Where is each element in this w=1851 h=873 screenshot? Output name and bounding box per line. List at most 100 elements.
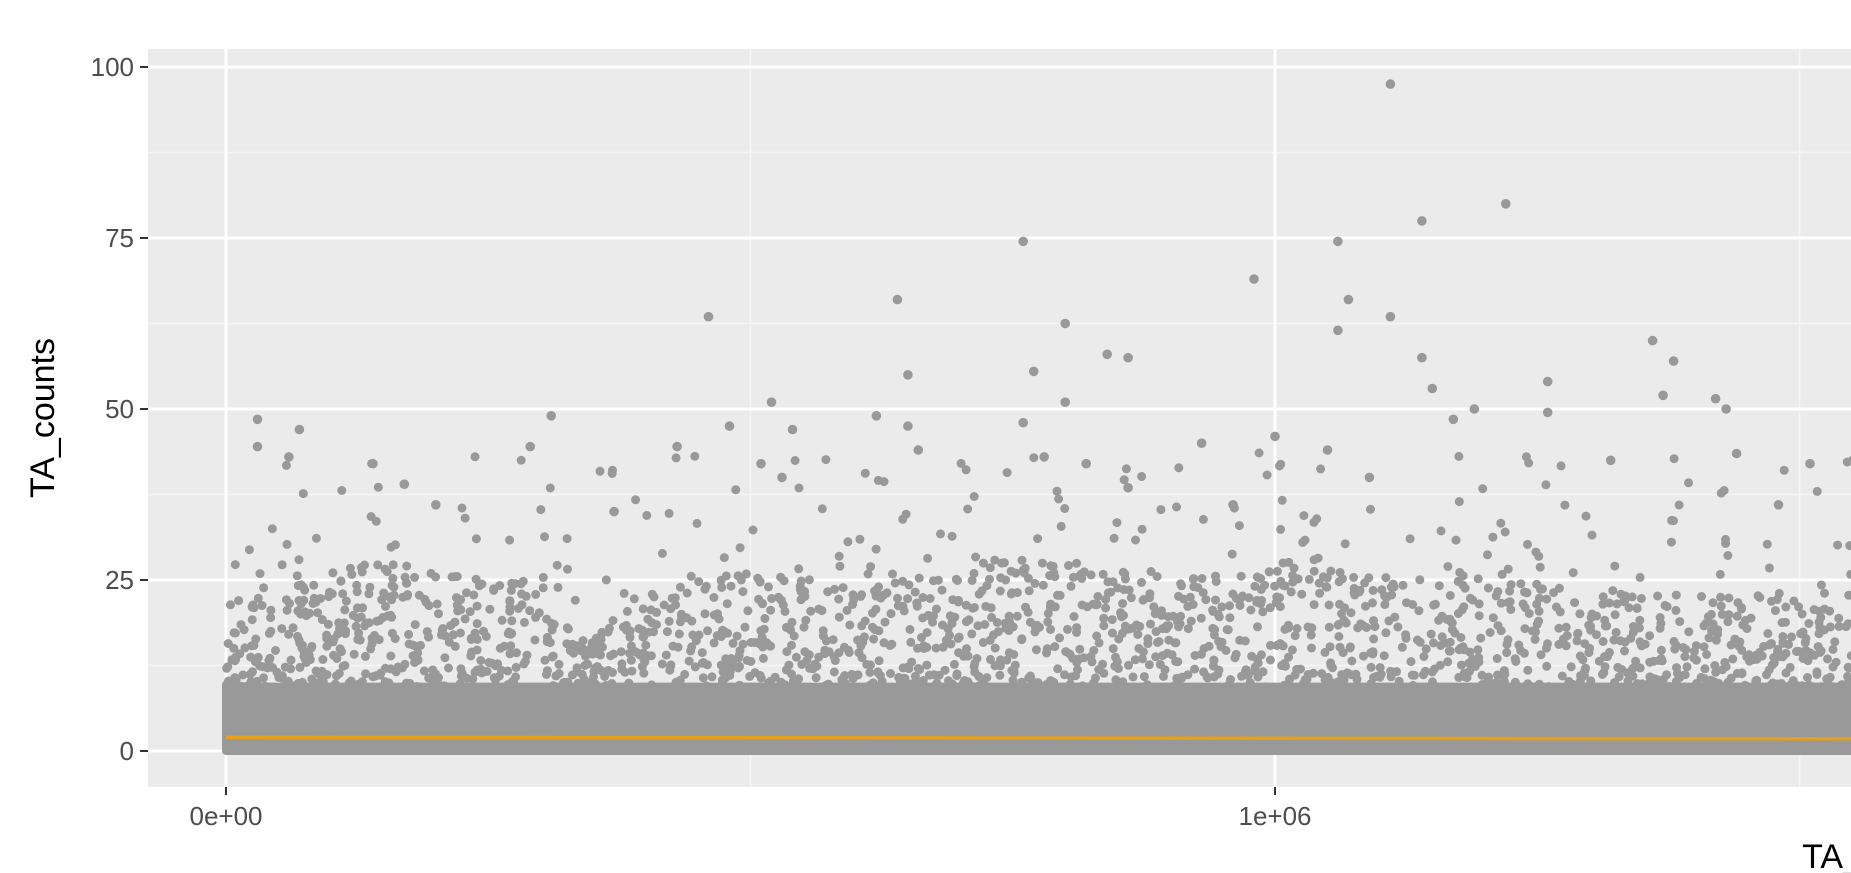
data-point [1095,689,1105,699]
data-point [1550,683,1560,693]
data-point [597,642,607,652]
data-point [1570,598,1580,608]
data-point [1144,660,1154,670]
data-point [1024,696,1034,706]
data-point [1619,692,1629,702]
data-point [456,682,466,692]
data-point [1561,641,1571,651]
data-point [234,596,244,606]
data-point [332,654,342,663]
data-point [1145,589,1155,599]
data-point [1092,631,1102,641]
data-point [402,678,411,688]
data-point [1196,613,1206,623]
data-point [1575,651,1585,661]
data-point [476,687,486,697]
data-point [696,699,706,708]
data-point [1415,637,1425,647]
data-point [787,617,797,627]
data-point [671,677,681,687]
data-point [1265,655,1275,665]
data-point [1814,606,1824,616]
data-point [404,639,414,649]
data-point [1161,624,1171,634]
data-point [1152,694,1162,704]
data-point [1404,699,1414,709]
data-point [1370,696,1380,706]
data-point [1050,690,1060,699]
data-point [848,590,858,600]
data-point [1711,635,1721,645]
data-point [920,700,930,710]
data-point [312,667,322,677]
data-point [583,659,592,669]
data-point [402,561,412,571]
data-point [572,663,582,673]
data-point [1580,666,1590,676]
data-point [698,673,708,683]
data-point [1065,649,1075,659]
data-point [721,571,731,581]
data-point [1664,681,1674,691]
data-point [1824,681,1834,691]
data-point [1320,647,1330,657]
data-point [280,662,290,672]
data-point [374,635,384,645]
data-point [548,651,558,661]
data-point [374,693,383,702]
data-point [1496,626,1506,636]
data-point [905,625,915,634]
data-point [410,572,420,582]
data-point [1530,682,1539,692]
data-point [671,600,681,610]
data-point [330,679,340,689]
data-point [1306,630,1316,640]
data-point [740,622,750,632]
data-point [358,603,368,613]
data-point [1610,678,1619,687]
data-point [1511,684,1521,694]
data-point [1586,625,1596,635]
data-point [649,627,658,637]
data-point [1412,696,1422,706]
data-point [893,593,902,603]
data-point [1708,619,1718,629]
data-point [880,617,890,627]
data-point [1656,645,1666,655]
data-point [1536,650,1546,660]
data-point [687,642,697,652]
data-point [1518,599,1528,609]
data-point [662,627,672,637]
data-point [466,651,476,661]
data-point [1368,598,1377,608]
data-point [414,590,424,600]
data-point [1287,645,1297,655]
data-point [1672,668,1682,678]
data-point [897,677,907,687]
data-point [224,676,234,686]
data-point [1164,702,1174,712]
data-point [996,655,1005,665]
data-point [1645,657,1655,667]
data-point [1787,632,1796,642]
data-point [1289,563,1299,573]
data-point [1725,692,1735,702]
data-point [1828,644,1838,654]
data-point [1584,694,1594,704]
data-point [963,651,973,661]
data-point [845,620,855,630]
data-point [982,673,992,683]
data-point [416,640,425,650]
data-point [1243,671,1253,681]
data-point [782,647,792,657]
data-point [1598,592,1608,602]
data-point [286,655,296,665]
data-point [617,664,627,674]
data-point [1050,602,1060,612]
data-point [1830,637,1840,647]
data-point [386,651,396,661]
data-point [1272,566,1282,576]
data-point [1427,667,1437,677]
data-point [1474,653,1484,663]
data-point [1563,683,1573,693]
